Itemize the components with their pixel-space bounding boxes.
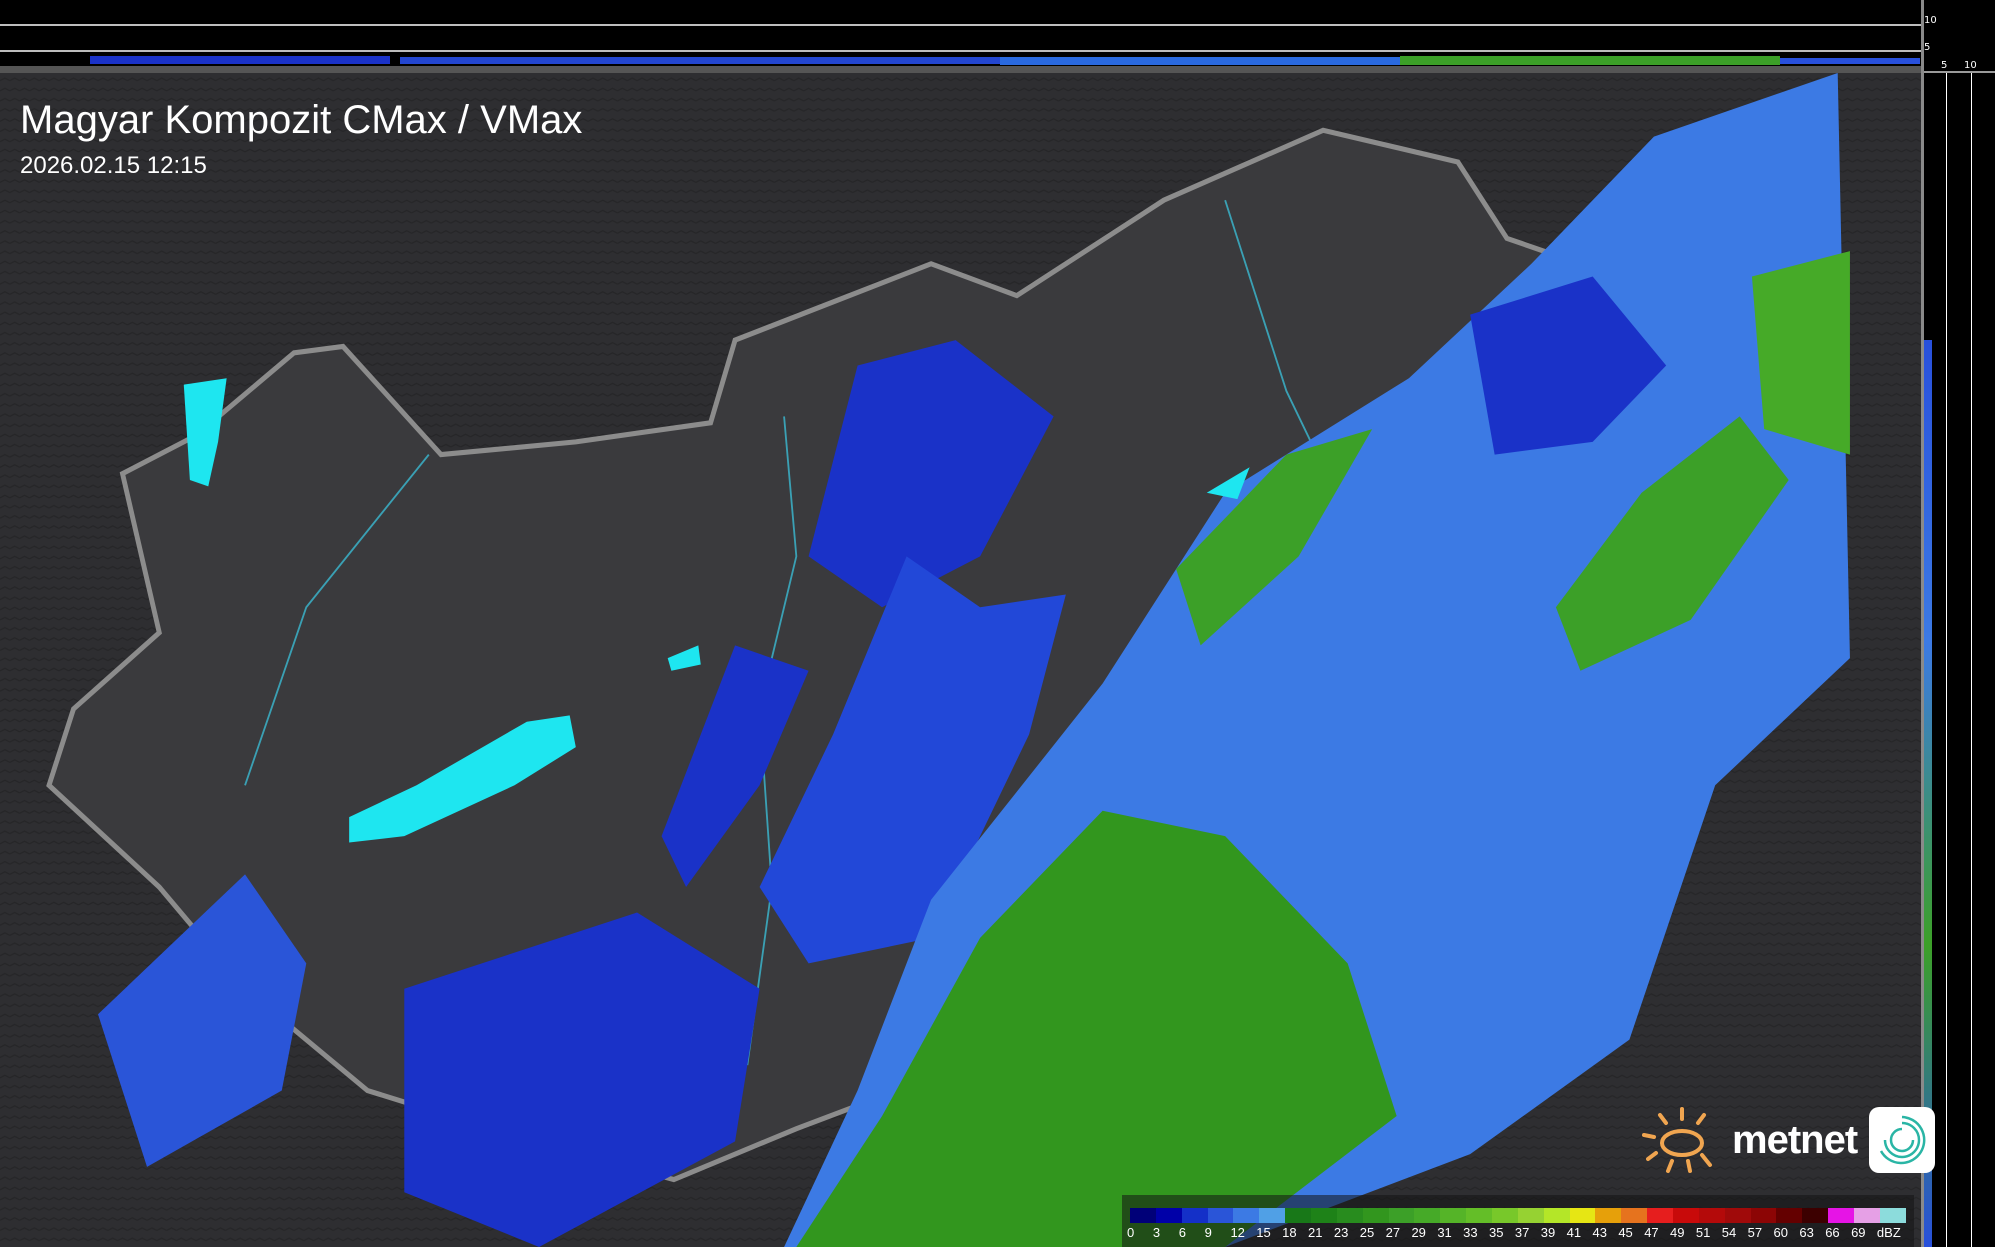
legend-swatch <box>1879 1208 1906 1223</box>
legend-labels: 0 3 6 9 12 15 18 21 23 25 27 29 31 33 35 37 39 41 43 45 47 49… <box>1127 1225 1906 1240</box>
legend-swatch <box>1724 1208 1751 1223</box>
legend-label: 0 <box>1127 1225 1135 1240</box>
legend-label: 25 <box>1359 1225 1375 1240</box>
app-icon[interactable] <box>1869 1107 1936 1173</box>
legend-swatch <box>1543 1208 1570 1223</box>
legend-label: 15 <box>1256 1225 1271 1240</box>
legend-swatch <box>1647 1208 1674 1223</box>
legend-swatch <box>1388 1208 1415 1223</box>
sun-icon <box>1642 1107 1712 1173</box>
legend-swatch <box>1466 1208 1493 1223</box>
spiral-icon <box>1880 1115 1926 1165</box>
legend-label: 37 <box>1514 1225 1530 1240</box>
legend-swatch <box>1828 1208 1855 1223</box>
vertical-profile-echoes <box>1924 340 1932 1247</box>
legend-label: 57 <box>1747 1225 1763 1240</box>
legend-label: 49 <box>1670 1225 1685 1240</box>
lake-neusiedl <box>183 378 227 487</box>
legend-swatch <box>1181 1208 1208 1223</box>
lake-velence <box>667 645 701 671</box>
legend-swatch <box>1440 1208 1467 1223</box>
legend-swatch <box>1336 1208 1363 1223</box>
legend-label: 60 <box>1773 1225 1788 1240</box>
map-title: Magyar Kompozit CMax / VMax <box>20 98 583 142</box>
lake-tisza <box>1206 467 1250 500</box>
horizontal-profile-echoes <box>0 56 1921 73</box>
legend-label: 12 <box>1230 1225 1245 1240</box>
legend-swatch <box>1155 1208 1182 1223</box>
legend-swatch <box>1311 1208 1337 1223</box>
legend-label: 33 <box>1463 1225 1478 1240</box>
lakes <box>183 378 1250 843</box>
legend-label: 23 <box>1333 1225 1349 1240</box>
metnet-logo[interactable]: metnet <box>1640 1105 1936 1175</box>
legend-label: 29 <box>1411 1225 1426 1240</box>
legend-swatch <box>1259 1208 1286 1223</box>
tick-label: 5 <box>1924 42 1931 53</box>
legend-swatch <box>1233 1208 1260 1223</box>
legend-swatch <box>1698 1208 1725 1223</box>
legend-swatch <box>1569 1208 1596 1223</box>
logo-text: metnet <box>1732 1117 1858 1162</box>
legend-label: 9 <box>1204 1225 1212 1240</box>
legend-label: 63 <box>1799 1225 1814 1240</box>
tick-label: 5 <box>1941 60 1948 71</box>
legend-label: 51 <box>1695 1225 1711 1240</box>
legend-label: 18 <box>1282 1225 1297 1240</box>
lake-balaton <box>349 715 576 843</box>
legend-label: 31 <box>1437 1225 1452 1240</box>
tick-label: 10 <box>1964 60 1977 71</box>
legend-label: 66 <box>1825 1225 1840 1240</box>
legend-swatch <box>1750 1208 1777 1223</box>
legend-label: 47 <box>1644 1225 1659 1240</box>
legend-label: 21 <box>1308 1225 1323 1240</box>
profile-axis-line <box>1924 71 1995 73</box>
legend-label: 45 <box>1618 1225 1633 1240</box>
legend-unit: dBZ <box>1876 1225 1901 1240</box>
legend-label: 27 <box>1385 1225 1401 1240</box>
legend-swatch <box>1776 1208 1803 1223</box>
map-timestamp: 2026.02.15 12:15 <box>20 152 207 179</box>
legend-swatch <box>1414 1208 1441 1223</box>
legend-swatch <box>1517 1208 1544 1223</box>
radar-map[interactable] <box>0 73 1921 1247</box>
legend-label: 43 <box>1592 1225 1607 1240</box>
legend-swatch <box>1802 1208 1829 1223</box>
legend-swatch <box>1362 1208 1389 1223</box>
dbz-legend: 0 3 6 9 12 15 18 21 23 25 27 29 31 33 35 37 39 41 43 45 47 49… <box>1122 1195 1914 1247</box>
legend-swatch <box>1854 1208 1880 1223</box>
legend-swatch <box>1130 1208 1156 1223</box>
profile-gridline-10 <box>0 24 1921 26</box>
legend-label: 41 <box>1566 1225 1582 1240</box>
legend-swatch <box>1621 1208 1648 1223</box>
legend-color-bar <box>1130 1208 1906 1223</box>
legend-label: 3 <box>1152 1225 1161 1240</box>
legend-label: 69 <box>1851 1225 1866 1240</box>
profile-gridline-5 <box>1946 73 1947 1247</box>
legend-swatch <box>1595 1208 1622 1223</box>
legend-swatch <box>1285 1208 1312 1223</box>
legend-swatch <box>1492 1208 1518 1223</box>
vertical-profile-panel <box>1921 0 1995 1247</box>
legend-label: 6 <box>1178 1225 1186 1240</box>
profile-gridline-5 <box>0 50 1921 52</box>
legend-swatch <box>1673 1208 1699 1223</box>
legend-label: 35 <box>1489 1225 1504 1240</box>
legend-label: 54 <box>1721 1225 1737 1240</box>
tick-label: 10 <box>1924 15 1937 26</box>
legend-swatch <box>1207 1208 1234 1223</box>
radar-echoes <box>98 73 1850 1247</box>
profile-gridline-10 <box>1971 73 1972 1247</box>
legend-label: 39 <box>1540 1225 1556 1240</box>
horizontal-profile-strip <box>0 0 1921 73</box>
